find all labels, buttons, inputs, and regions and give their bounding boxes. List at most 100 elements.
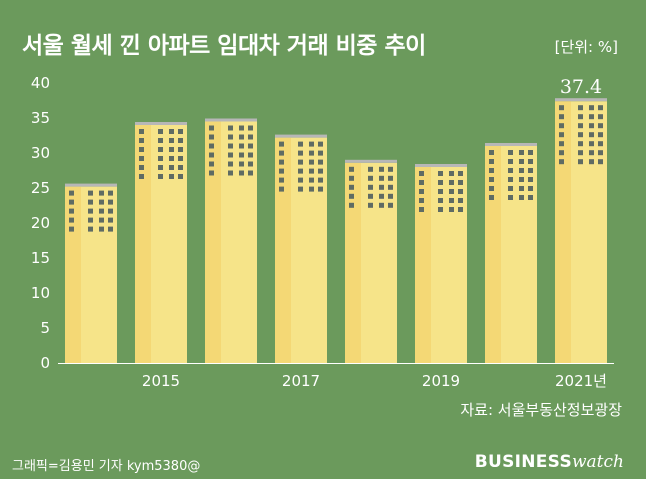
window-icon xyxy=(169,138,174,143)
window-icon xyxy=(559,141,564,147)
window-icon xyxy=(489,168,494,173)
window-icon xyxy=(88,208,93,214)
window-icon xyxy=(368,166,373,172)
window-icon xyxy=(279,150,284,156)
window-icon xyxy=(318,186,323,192)
window-icon xyxy=(209,170,214,176)
window-icon xyxy=(578,105,583,111)
bar-roof xyxy=(275,134,327,138)
bar xyxy=(485,143,537,363)
window-icon xyxy=(508,186,513,191)
data-label: 37.4 xyxy=(560,76,602,98)
window-icon xyxy=(228,152,233,158)
window-icon xyxy=(379,202,384,208)
window-icon xyxy=(209,152,214,158)
window-icon xyxy=(88,199,93,205)
window-icon xyxy=(209,134,214,140)
window-icon xyxy=(508,168,513,173)
window-icon xyxy=(349,202,354,208)
window-icon xyxy=(108,226,113,232)
window-icon xyxy=(88,190,93,196)
window-icon xyxy=(69,199,74,205)
window-icon xyxy=(519,159,524,164)
logo-text-watch: watch xyxy=(572,452,624,472)
window-icon xyxy=(228,134,233,140)
window-icon xyxy=(298,168,303,174)
window-icon xyxy=(309,150,314,156)
y-tick-label: 10 xyxy=(31,284,50,302)
window-icon xyxy=(458,189,463,194)
bar-body xyxy=(65,186,117,363)
y-tick-label: 20 xyxy=(31,214,50,232)
window-icon xyxy=(528,168,533,173)
window-icon xyxy=(379,175,384,181)
window-icon xyxy=(169,147,174,152)
window-icon xyxy=(388,166,393,172)
window-icon xyxy=(239,170,244,176)
window-icon xyxy=(248,170,253,176)
window-icon xyxy=(589,159,594,165)
window-icon xyxy=(178,165,183,170)
window-icon xyxy=(578,159,583,165)
window-icon xyxy=(449,171,454,176)
window-icon xyxy=(139,156,144,161)
window-icon xyxy=(99,217,104,223)
logo-text-business: BUSINESS xyxy=(474,452,572,472)
window-icon xyxy=(158,147,163,152)
window-icon xyxy=(528,186,533,191)
window-icon xyxy=(318,159,323,165)
window-icon xyxy=(559,123,564,129)
window-icon xyxy=(598,150,603,156)
window-icon xyxy=(228,143,233,149)
bar-side-shade xyxy=(205,121,221,363)
y-axis: 0 5 10 15 20 25 30 35 40 xyxy=(31,74,50,372)
y-tick-label: 5 xyxy=(40,319,50,337)
window-icon xyxy=(438,207,443,212)
bar-side-shade xyxy=(275,137,291,363)
window-icon xyxy=(248,143,253,149)
window-icon xyxy=(309,177,314,183)
bar-body xyxy=(275,137,327,363)
window-icon xyxy=(178,147,183,152)
bar-side-shade xyxy=(345,162,361,363)
window-icon xyxy=(519,195,524,200)
window-icon xyxy=(139,174,144,179)
window-icon xyxy=(309,159,314,165)
window-icon xyxy=(169,129,174,134)
bar-series xyxy=(65,98,607,363)
window-icon xyxy=(318,150,323,156)
window-icon xyxy=(298,141,303,147)
window-icon xyxy=(578,123,583,129)
window-icon xyxy=(99,199,104,205)
y-tick-label: 0 xyxy=(40,354,50,372)
window-icon xyxy=(158,129,163,134)
window-icon xyxy=(508,195,513,200)
window-icon xyxy=(598,123,603,129)
bar-roof xyxy=(555,98,607,102)
window-icon xyxy=(139,138,144,143)
y-tick-label: 40 xyxy=(31,74,50,92)
window-icon xyxy=(519,186,524,191)
window-icon xyxy=(559,114,564,120)
bar-side-shade xyxy=(415,167,431,363)
window-icon xyxy=(309,141,314,147)
window-icon xyxy=(279,141,284,147)
source-note: 자료: 서울부동산정보광장 xyxy=(460,401,622,419)
window-icon xyxy=(578,150,583,156)
window-icon xyxy=(88,217,93,223)
window-icon xyxy=(379,184,384,190)
window-icon xyxy=(349,193,354,199)
window-icon xyxy=(489,150,494,155)
window-icon xyxy=(598,114,603,120)
window-icon xyxy=(248,152,253,158)
window-icon xyxy=(598,132,603,138)
window-icon xyxy=(139,147,144,152)
bar-roof xyxy=(135,122,187,125)
window-icon xyxy=(368,193,373,199)
window-icon xyxy=(279,168,284,174)
bar xyxy=(555,98,607,363)
window-icon xyxy=(598,159,603,165)
unit-label: [단위: %] xyxy=(554,38,618,56)
window-icon xyxy=(69,190,74,196)
